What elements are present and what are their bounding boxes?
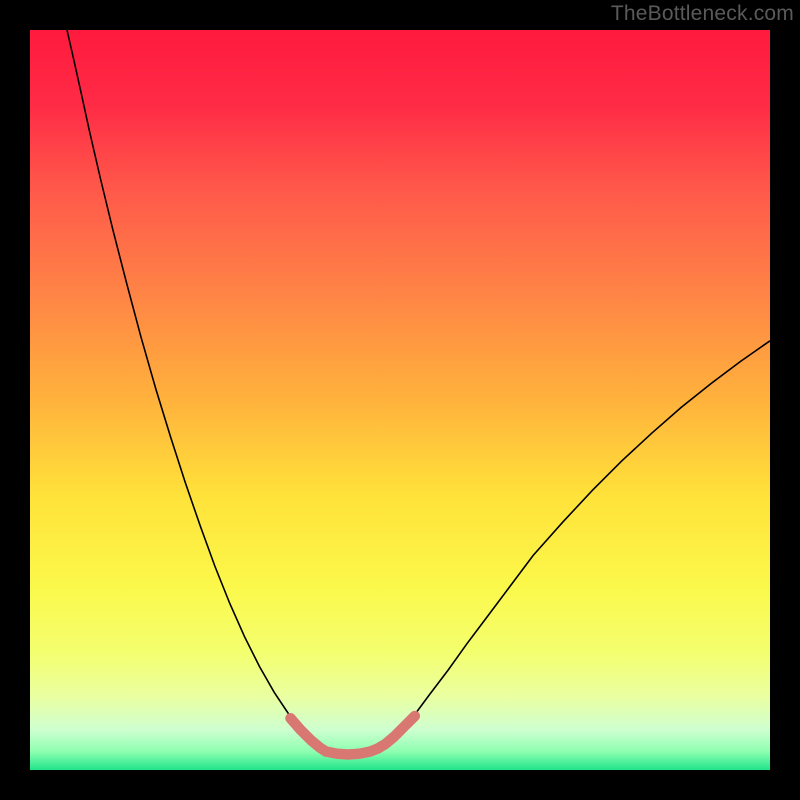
- bottleneck-chart: [0, 0, 800, 800]
- chart-root: TheBottleneck.com: [0, 0, 800, 800]
- plot-background: [30, 30, 770, 770]
- watermark-text: TheBottleneck.com: [611, 2, 794, 26]
- marker-segment-bottom: [326, 749, 378, 755]
